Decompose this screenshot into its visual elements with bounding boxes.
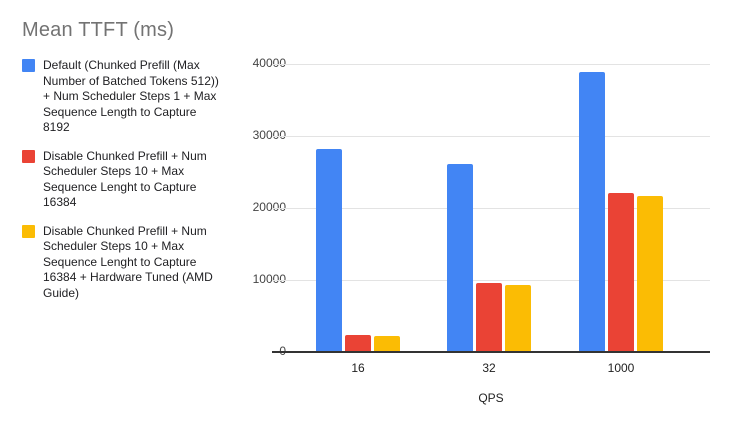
legend-label: Default (Chunked Prefill (Max Number of …	[43, 58, 219, 134]
bar-blue	[579, 72, 605, 351]
gridline	[272, 64, 710, 65]
x-axis-title: QPS	[478, 391, 504, 405]
bar-red	[608, 193, 634, 351]
legend: Default (Chunked Prefill (Max Number of …	[22, 58, 222, 301]
chart-title: Mean TTFT (ms)	[22, 19, 175, 41]
x-axis-tick-label: 1000	[607, 361, 635, 375]
y-axis-tick-label: 40000	[252, 56, 286, 70]
bar-blue	[447, 163, 473, 351]
legend-swatch-red	[22, 149, 35, 163]
y-axis-tick-label: 20000	[252, 200, 286, 214]
bar-group-qps-32	[447, 63, 531, 351]
gridline	[272, 208, 710, 209]
bar-group-qps-16	[316, 63, 400, 351]
gridline	[272, 280, 710, 281]
legend-label: Disable Chunked Prefill + Num Scheduler …	[43, 223, 213, 300]
y-axis-tick-label: 30000	[252, 128, 286, 142]
x-axis-line	[272, 351, 710, 353]
bar-blue	[316, 148, 342, 351]
bar-yellow	[505, 284, 531, 351]
legend-swatch-yellow	[22, 224, 35, 238]
x-axis-tick-label: 32	[482, 361, 496, 375]
legend-item: Disable Chunked Prefill + Num Scheduler …	[22, 224, 222, 302]
legend-label: Disable Chunked Prefill + Num Scheduler …	[43, 148, 207, 210]
legend-item: Default (Chunked Prefill (Max Number of …	[22, 58, 222, 136]
bar-yellow	[374, 335, 400, 351]
bar-yellow	[637, 196, 663, 351]
bar-group-qps-1000	[579, 63, 663, 351]
bar-red	[345, 335, 371, 351]
gridline	[272, 136, 710, 137]
plot-area	[272, 63, 710, 353]
x-axis-tick-label: 16	[351, 361, 365, 375]
legend-item: Disable Chunked Prefill + Num Scheduler …	[22, 149, 222, 211]
y-axis-tick-label: 10000	[252, 272, 286, 286]
legend-swatch-blue	[22, 59, 35, 72]
bar-red	[476, 283, 502, 351]
